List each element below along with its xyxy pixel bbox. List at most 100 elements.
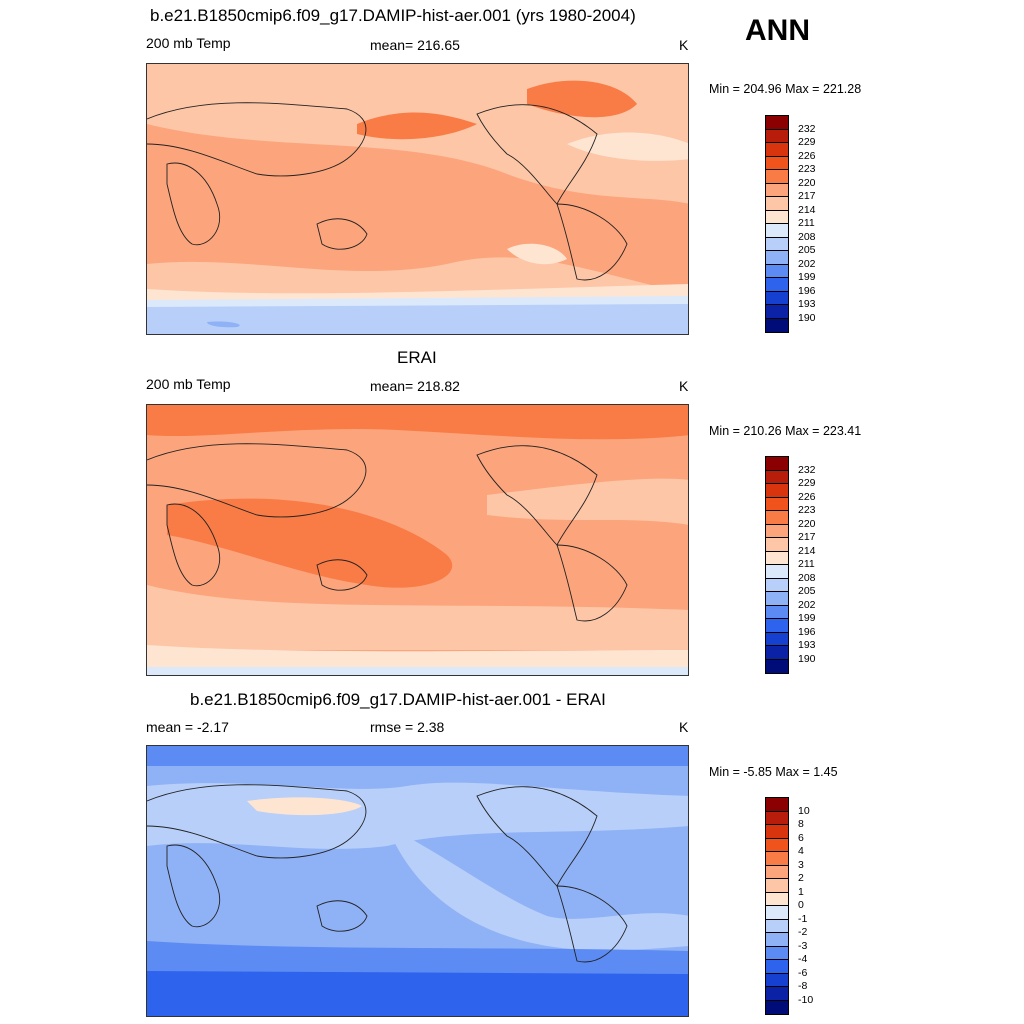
panel2-region-217 <box>487 478 688 525</box>
panel1-colorbar-swatch-12 <box>766 278 788 292</box>
panel1-colorbar-tick-label: 211 <box>798 217 815 229</box>
panel2-colorbar-swatch-5 <box>766 524 788 538</box>
panel2-coastlines <box>147 443 628 622</box>
panel2-colorbar-swatch-2 <box>766 484 788 498</box>
panel2-colorbar-swatch-7 <box>766 551 788 565</box>
panel3-colorbar-tick-label: 10 <box>798 804 810 817</box>
panel1-region-223 <box>357 112 477 140</box>
panel2-colorbar-swatch-6 <box>766 538 788 552</box>
panel2-colorbar-tick-label: 217 <box>798 531 816 543</box>
panel2-variable-label: 200 mb Temp <box>146 376 231 392</box>
panel3-minmax: Min = -5.85 Max = 1.45 <box>709 765 838 779</box>
panel3-rmse-label: rmse = 2.38 <box>370 719 445 735</box>
panel3-colorbar-swatch-0 <box>766 798 788 812</box>
panel3-colorbar-swatch-10 <box>766 933 788 947</box>
panel1-colorbar-tick-label: 217 <box>798 190 816 202</box>
panel2-colorbar-tick-label: 208 <box>798 571 816 584</box>
panel3-colorbar-swatch-13 <box>766 973 788 987</box>
panel2-region-211 <box>147 667 688 675</box>
panel1-colorbar-swatch-11 <box>766 264 788 278</box>
panel3-colorbar-swatch-2 <box>766 825 788 839</box>
panel3-colorbar-tick-label: 8 <box>798 818 804 830</box>
panel3-colorbar-tick-label: -6 <box>798 966 808 979</box>
panel1-colorbar-tick-label: 199 <box>798 271 816 283</box>
panel3-colorbar-tick-label: 3 <box>798 858 804 871</box>
panel2-region-223b <box>167 498 453 588</box>
panel1-colorbar-tick-label: 229 <box>798 136 816 148</box>
panel1-colorbar-swatch-3 <box>766 156 788 170</box>
panel2-colorbar-tick-label: 226 <box>798 490 816 503</box>
panel1-mean-label: mean= 216.65 <box>370 37 460 53</box>
panel3-colorbar-swatch-1 <box>766 811 788 825</box>
panel2-colorbar-tick-label: 190 <box>798 652 816 665</box>
panel1-colorbar-swatch-2 <box>766 143 788 157</box>
panel2-colorbar-swatch-15 <box>766 659 788 673</box>
panel3-colorbar-tick-label: -4 <box>798 953 808 965</box>
panel2-colorbar-swatch-3 <box>766 497 788 511</box>
panel3-colorbar-tick-label: -1 <box>798 912 808 925</box>
panel3-region-m3b <box>147 941 688 976</box>
panel2-region-223 <box>147 405 688 440</box>
panel3-colorbar-tick-label: -2 <box>798 926 808 938</box>
panel1-colorbar-swatch-5 <box>766 183 788 197</box>
panel1-colorbar-tick-label: 208 <box>798 230 816 243</box>
panel1-region-214 <box>567 132 688 161</box>
panel1-region-223b <box>527 80 637 118</box>
panel2-colorbar-swatch-13 <box>766 632 788 646</box>
panel3-colorbar-tick-label: 1 <box>798 885 804 898</box>
season-label: ANN <box>745 14 810 47</box>
panel1-coastlines <box>147 102 628 281</box>
panel3-colorbar-swatch-12 <box>766 960 788 974</box>
panel3-colorbar-swatch-5 <box>766 865 788 879</box>
panel3-colorbar-swatch-9 <box>766 919 788 933</box>
panel3-colorbar-tick-label: 4 <box>798 845 804 857</box>
panel2-colorbar-tick-label: 193 <box>798 639 816 651</box>
panel2-colorbar-swatch-14 <box>766 646 788 660</box>
panel3-colorbar-swatch-4 <box>766 852 788 866</box>
panel1-colorbar-swatch-8 <box>766 224 788 238</box>
panel1-colorbar-tick-label: 214 <box>798 203 816 216</box>
panel1-colorbar-tick-label: 205 <box>798 244 816 256</box>
panel3-colorbar-swatch-14 <box>766 987 788 1001</box>
panel1-colorbar-tick-label: 220 <box>798 176 816 189</box>
panel1-colorbar-tick-label: 226 <box>798 149 816 162</box>
panel1-units-label: K <box>679 37 689 53</box>
panel1-title: b.e21.B1850cmip6.f09_g17.DAMIP-hist-aer.… <box>150 6 636 25</box>
panel1-colorbar-swatch-9 <box>766 237 788 251</box>
panel1-region-214b <box>507 243 567 265</box>
panel1-colorbar-tick-label: 196 <box>798 284 816 297</box>
panel3-colorbar-tick-label: 6 <box>798 831 804 844</box>
panel1-region-205 <box>147 304 688 334</box>
panel3-units-label: K <box>679 719 689 735</box>
panel1-colorbar-tick-label: 202 <box>798 257 816 270</box>
panel2-colorbar-tick-label: 205 <box>798 585 816 597</box>
panel1-colorbar-tick-label: 223 <box>798 163 816 175</box>
panel1-map <box>146 63 689 335</box>
panel2-colorbar-swatch-4 <box>766 511 788 525</box>
panel2-colorbar: 232 229 226 223 220 217 214 211 208 205 202 199 196 1… <box>765 456 816 674</box>
panel1-colorbar-swatch-14 <box>766 305 788 319</box>
panel2-colorbar-swatch-11 <box>766 605 788 619</box>
panel3-colorbar-swatch-11 <box>766 946 788 960</box>
panel2-colorbar-swatch-1 <box>766 470 788 484</box>
panel3-region-m4 <box>147 971 688 1016</box>
panel2-title: ERAI <box>397 348 437 367</box>
panel1-colorbar-swatch-0 <box>766 116 788 130</box>
panel3-colorbar-tick-label: -3 <box>798 939 808 952</box>
panel2-colorbar-swatch-12 <box>766 619 788 633</box>
panel2-colorbar-tick-label: 199 <box>798 612 816 624</box>
panel3-colorbar-swatch-8 <box>766 906 788 920</box>
panel2-colorbar-tick-label: 211 <box>798 558 815 570</box>
panel2-mean-label: mean= 218.82 <box>370 378 460 394</box>
panel2-colorbar-swatch-9 <box>766 578 788 592</box>
panel1-colorbar-tick-label: 193 <box>798 298 816 310</box>
panel3-colorbar-tick-label: -8 <box>798 980 808 992</box>
panel1-colorbar-swatch-10 <box>766 251 788 265</box>
panel2-colorbar-tick-label: 220 <box>798 517 816 530</box>
panel1-colorbar-swatch-13 <box>766 291 788 305</box>
panel1-colorbar-tick-label: 232 <box>798 122 816 135</box>
panel1-colorbar-tick-label: 190 <box>798 311 816 324</box>
panel3-region-m1b <box>387 826 688 951</box>
panel3-region-m3 <box>147 746 688 766</box>
panel2-minmax: Min = 210.26 Max = 223.41 <box>709 424 862 438</box>
